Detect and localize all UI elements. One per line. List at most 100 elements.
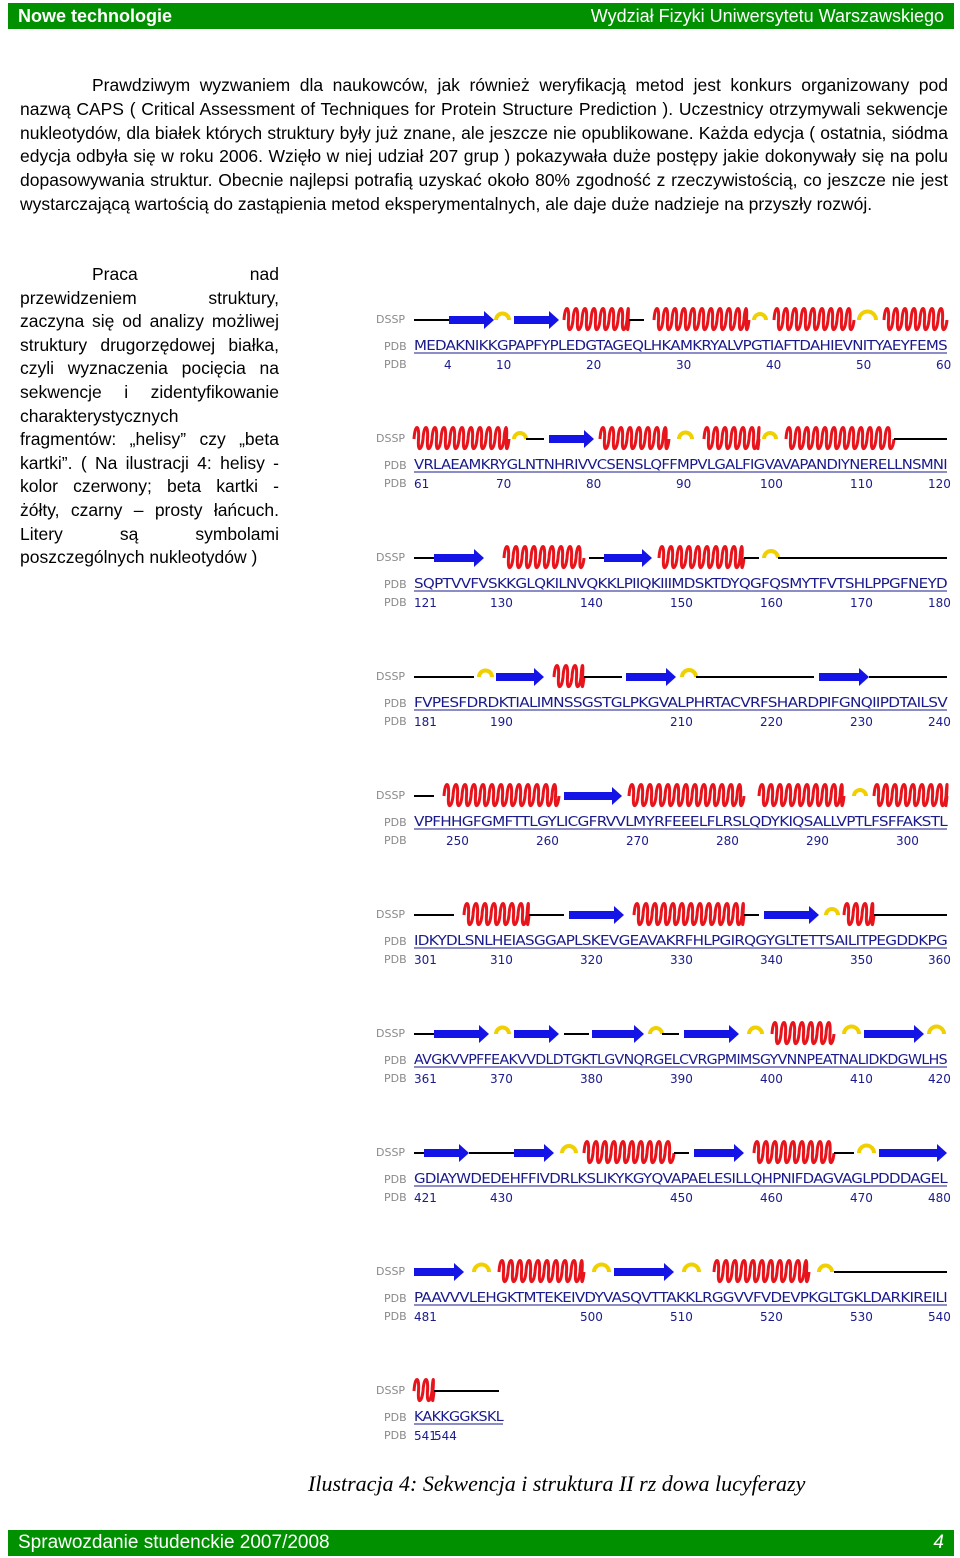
structure-diagram: DSSP PDB PDB IDKYDLSNLHEIASGGAPLSKEVGEAVAKR… xyxy=(376,901,951,967)
beta-strand-arrow xyxy=(434,549,484,567)
helix-coil xyxy=(770,1020,836,1045)
intro-paragraph: Prawdziwym wyzwaniem dla naukowców, jak … xyxy=(20,75,948,214)
residue-number: 450 xyxy=(670,1191,693,1205)
pdb-label-numbers: PDB xyxy=(384,715,407,728)
residue-number: 300 xyxy=(896,834,919,848)
helix-coil xyxy=(652,306,751,331)
residue-number: 100 xyxy=(760,477,783,491)
helix-coil xyxy=(784,425,896,450)
turn-arc xyxy=(752,312,768,321)
structure-diagram: DSSP PDB PDB MEDAKNIKKGPAPFYPLEDGTAGEQLHKAM… xyxy=(376,306,951,372)
beta-strand-arrow xyxy=(864,1025,924,1043)
sequence-letters: FVPESFDRDKTIALIMNSSGSTGLPKGVALPHRTACVRFS… xyxy=(414,696,948,711)
beta-strand-arrow xyxy=(569,906,624,924)
helix-coil xyxy=(657,544,746,569)
helix-coil xyxy=(757,782,846,807)
helix-coil xyxy=(752,1139,836,1164)
residue-number: 181 xyxy=(414,715,437,729)
turn-arc xyxy=(512,431,528,440)
sequence-block-9: DSSP PDB PDB PAAVVVLEHGKTMTEKEIVDYVASQVTTAK… xyxy=(370,1244,955,1334)
residue-number: 500 xyxy=(580,1310,603,1324)
residue-number: 230 xyxy=(850,715,873,729)
pdb-label: PDB xyxy=(384,1411,407,1424)
helix-coil xyxy=(842,901,876,926)
dssp-label: DSSP xyxy=(376,551,405,564)
residue-number: 420 xyxy=(928,1072,951,1086)
sequence-block-6: DSSP PDB PDB IDKYDLSNLHEIASGGAPLSKEVGEAVAKR… xyxy=(370,887,955,977)
sequence-block-4: DSSP PDB PDB FVPESFDRDKTIALIMNSSGSTGLPKGVAL… xyxy=(370,649,955,739)
turn-arc xyxy=(817,1263,834,1273)
residue-number: 520 xyxy=(760,1310,783,1324)
helix-coil xyxy=(712,1258,811,1283)
structure-diagram: DSSP PDB PDB GDIAYWDEDEHFFIVDRLKSLIKYKGYQVA… xyxy=(376,1139,951,1205)
residue-number: 481 xyxy=(414,1310,437,1324)
dssp-label: DSSP xyxy=(376,789,405,802)
dssp-label: DSSP xyxy=(376,1384,405,1397)
beta-strand-arrow xyxy=(684,1025,739,1043)
turn-arc xyxy=(560,1144,578,1154)
pdb-label: PDB xyxy=(384,1292,407,1305)
residue-number: 421 xyxy=(414,1191,437,1205)
turn-arc xyxy=(927,1024,946,1035)
turn-arc xyxy=(494,1025,511,1035)
side-paragraph: Praca nad przewidzeniem struktury, zaczy… xyxy=(20,264,279,568)
dssp-label: DSSP xyxy=(376,670,405,683)
header-title: Nowe technologie xyxy=(18,5,173,26)
footer-text: Sprawozdanie studenckie 2007/2008 xyxy=(18,1532,330,1553)
pdb-label-numbers: PDB xyxy=(384,834,407,847)
residue-number: 400 xyxy=(760,1072,783,1086)
residue-number: 330 xyxy=(670,953,693,967)
secondary-structure-figure: DSSP PDB PDB MEDAKNIKKGPAPFYPLEDGTAGEQLHKAM… xyxy=(370,292,955,1452)
helix-coil xyxy=(502,544,586,569)
sequence-block-7: DSSP PDB PDB AVGKVVPFFEAKVVDLDTGKTLGVNQRGEL… xyxy=(370,1006,955,1096)
turn-arc xyxy=(824,907,840,916)
pdb-label-numbers: PDB xyxy=(384,953,407,966)
sequence-letters: GDIAYWDEDEHFFIVDRLKSLIKYKGYQVAPAELESILLQ… xyxy=(414,1172,949,1187)
dssp-label: DSSP xyxy=(376,1146,405,1159)
sequence-letters: SQPTVVFVSKKGLQKILNVQKKLPIIQKIIIMDSKTDYQG… xyxy=(414,577,948,592)
residue-number: 250 xyxy=(446,834,469,848)
pdb-label: PDB xyxy=(384,459,407,472)
residue-number: 544 xyxy=(434,1429,457,1443)
residue-number: 90 xyxy=(676,477,691,491)
sequence-letters: AVGKVVPFFEAKVVDLDTGKTLGVNQRGELCVRGPMIMSG… xyxy=(414,1053,947,1068)
beta-strand-arrow xyxy=(614,1263,674,1281)
pdb-label-numbers: PDB xyxy=(384,1072,407,1085)
side-text: Praca nad przewidzeniem struktury, zaczy… xyxy=(20,263,279,570)
pdb-label-numbers: PDB xyxy=(384,1191,407,1204)
residue-number: 290 xyxy=(806,834,829,848)
sequence-letters: VRLAEAMKRYGLNTNHRIVVCSENSLQFFMPVLGALFIGV… xyxy=(414,458,947,473)
residue-number: 320 xyxy=(580,953,603,967)
structure-diagram: DSSP PDB PDB VPFHHGFGMFTTLGYLICGFRVVLMYRFEE… xyxy=(376,782,949,848)
turn-arc xyxy=(682,1262,701,1273)
pdb-label-numbers: PDB xyxy=(384,596,407,609)
sequence-block-5: DSSP PDB PDB VPFHHGFGMFTTLGYLICGFRVVLMYRFEE… xyxy=(370,768,955,858)
residue-number: 220 xyxy=(760,715,783,729)
residue-number: 180 xyxy=(928,596,951,610)
residue-number: 350 xyxy=(850,953,873,967)
residue-number: 120 xyxy=(928,477,951,491)
structure-diagram: DSSP PDB PDB SQPTVVFVSKKGLQKILNVQKKLPIIQKII… xyxy=(376,544,951,610)
helix-coil xyxy=(497,1258,586,1283)
intro-text: Prawdziwym wyzwaniem dla naukowców, jak … xyxy=(20,74,948,217)
beta-strand-arrow xyxy=(434,1025,489,1043)
residue-number: 121 xyxy=(414,596,437,610)
sequence-letters: MEDAKNIKKGPAPFYPLEDGTAGEQLHKAMKRYALVPGTI… xyxy=(414,339,947,354)
beta-strand-arrow xyxy=(764,906,819,924)
residue-number: 30 xyxy=(676,358,691,372)
residue-number: 4 xyxy=(444,358,452,372)
residue-number: 160 xyxy=(760,596,783,610)
residue-number: 10 xyxy=(496,358,511,372)
beta-strand-arrow xyxy=(514,311,559,329)
turn-arc xyxy=(852,788,868,797)
residue-number: 110 xyxy=(850,477,873,491)
pdb-label-numbers: PDB xyxy=(384,477,407,490)
residue-number: 61 xyxy=(414,477,429,491)
pdb-label: PDB xyxy=(384,578,407,591)
sequence-letters: KAKKGGKSKL xyxy=(414,1410,504,1425)
sequence-letters: VPFHHGFGMFTTLGYLICGFRVVLMYRFEEELFLRSLQDY… xyxy=(414,815,949,830)
residue-number: 140 xyxy=(580,596,603,610)
helix-coil xyxy=(442,782,561,807)
residue-number: 50 xyxy=(856,358,871,372)
beta-strand-arrow xyxy=(604,549,652,567)
